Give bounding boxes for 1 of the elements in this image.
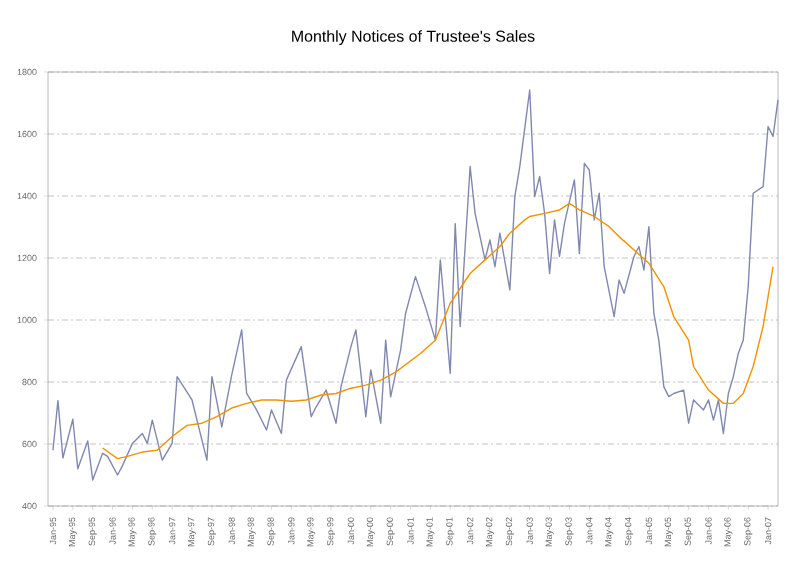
line-series	[52, 89, 779, 481]
